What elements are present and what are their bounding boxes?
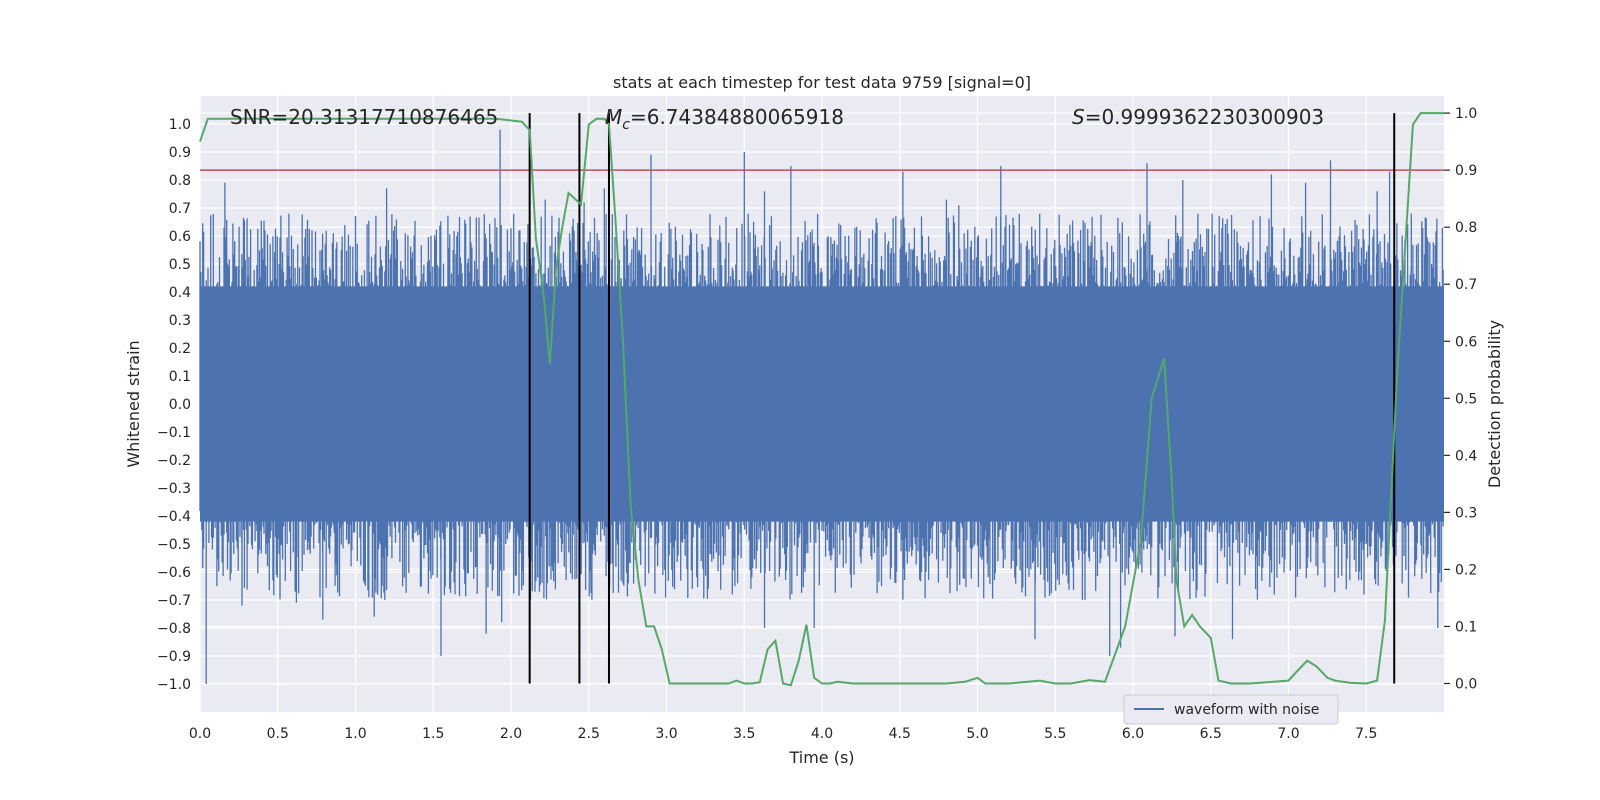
y2-tick-label-1: 0.9 [1455, 163, 1477, 179]
snr-annotation: SNR=20.31317710876465 [230, 105, 498, 129]
y-tick-label-13: −0.3 [157, 481, 191, 497]
mc-value: =6.74384880065918 [630, 105, 844, 129]
x-tick-label-13: 6.5 [1200, 726, 1222, 742]
y-ticks: 1.0 0.9 0.8 0.7 0.6 0.5 0.4 0.3 0.2 0.1 0.0 −0.1 −0.… [157, 117, 191, 693]
legend-label: waveform with noise [1174, 702, 1319, 718]
waveform-series [199, 129, 1444, 684]
y2-tick-label-10: 0.0 [1455, 676, 1477, 692]
y-tick-label-14: −0.4 [157, 509, 191, 525]
y2-tick-label-6: 0.4 [1455, 448, 1477, 464]
x-tick-label-10: 5.0 [966, 726, 988, 742]
x-tick-label-4: 2.0 [500, 726, 522, 742]
y-tick-label-6: 0.4 [169, 285, 191, 301]
y-tick-label-11: −0.1 [157, 425, 191, 441]
y2-ticks: 1.0 0.9 0.8 0.7 0.6 0.5 0.4 0.3 0.2 0.1 0.0 [1444, 106, 1477, 692]
y-tick-label-0: 1.0 [169, 117, 191, 133]
y-tick-label-2: 0.8 [169, 173, 191, 189]
y2-tick-label-5: 0.5 [1455, 391, 1477, 407]
chart-title: stats at each timestep for test data 975… [613, 73, 1031, 92]
x-tick-label-14: 7.0 [1277, 726, 1299, 742]
y-tick-label-16: −0.6 [157, 565, 191, 581]
y2-tick-label-0: 1.0 [1455, 106, 1477, 122]
x-tick-label-7: 3.5 [733, 726, 755, 742]
y2-tick-label-3: 0.7 [1455, 277, 1477, 293]
x-tick-label-11: 5.5 [1044, 726, 1066, 742]
x-tick-label-8: 4.0 [811, 726, 833, 742]
x-tick-label-6: 3.0 [655, 726, 677, 742]
y2-axis-label: Detection probability [1485, 320, 1504, 488]
y-tick-label-12: −0.2 [157, 453, 191, 469]
x-tick-label-2: 1.0 [344, 726, 366, 742]
y2-tick-label-2: 0.8 [1455, 220, 1477, 236]
y-tick-label-17: −0.7 [157, 593, 191, 609]
x-tick-label-15: 7.5 [1355, 726, 1377, 742]
score-annotation: S=0.9999362230300903 [1072, 105, 1324, 129]
y2-tick-label-8: 0.2 [1455, 562, 1477, 578]
y-tick-label-3: 0.7 [169, 201, 191, 217]
y-tick-label-19: −0.9 [157, 649, 191, 665]
y-tick-label-5: 0.5 [169, 257, 191, 273]
y-tick-label-7: 0.3 [169, 313, 191, 329]
y-tick-label-18: −0.8 [157, 621, 191, 637]
x-tick-label-1: 0.5 [267, 726, 289, 742]
chirp-mass-annotation: Mc=6.74384880065918 [605, 105, 844, 133]
probability-line [199, 112, 1444, 687]
mc-subscript: c [622, 117, 630, 133]
y2-tick-label-4: 0.6 [1455, 334, 1477, 350]
legend-box [1123, 694, 1339, 725]
y-tick-label-20: −1.0 [157, 677, 191, 693]
s-value: =0.9999362230300903 [1085, 105, 1324, 129]
x-ticks: 0.0 0.5 1.0 1.5 2.0 2.5 3.0 3.5 4.0 4.5 5.0 5.5 6.0 6… [189, 726, 1378, 742]
y-tick-label-4: 0.6 [169, 229, 191, 245]
legend: waveform with noise [1123, 694, 1339, 725]
x-tick-label-0: 0.0 [189, 726, 211, 742]
y2-tick-label-9: 0.1 [1455, 619, 1477, 635]
y-tick-label-1: 0.9 [169, 145, 191, 161]
s-symbol: S [1072, 105, 1085, 129]
x-tick-label-3: 1.5 [422, 726, 444, 742]
event-markers [528, 113, 1396, 684]
x-tick-label-12: 6.0 [1122, 726, 1144, 742]
x-axis-label: Time (s) [788, 748, 854, 767]
x-tick-label-5: 2.5 [578, 726, 600, 742]
y-tick-label-10: 0.0 [169, 397, 191, 413]
y-tick-label-15: −0.5 [157, 537, 191, 553]
y-tick-label-9: 0.1 [169, 369, 191, 385]
x-tick-label-9: 4.5 [889, 726, 911, 742]
y-axis-label: Whitened strain [124, 340, 143, 467]
y-tick-label-8: 0.2 [169, 341, 191, 357]
mc-symbol: M [605, 105, 622, 129]
y2-tick-label-7: 0.3 [1455, 505, 1477, 521]
